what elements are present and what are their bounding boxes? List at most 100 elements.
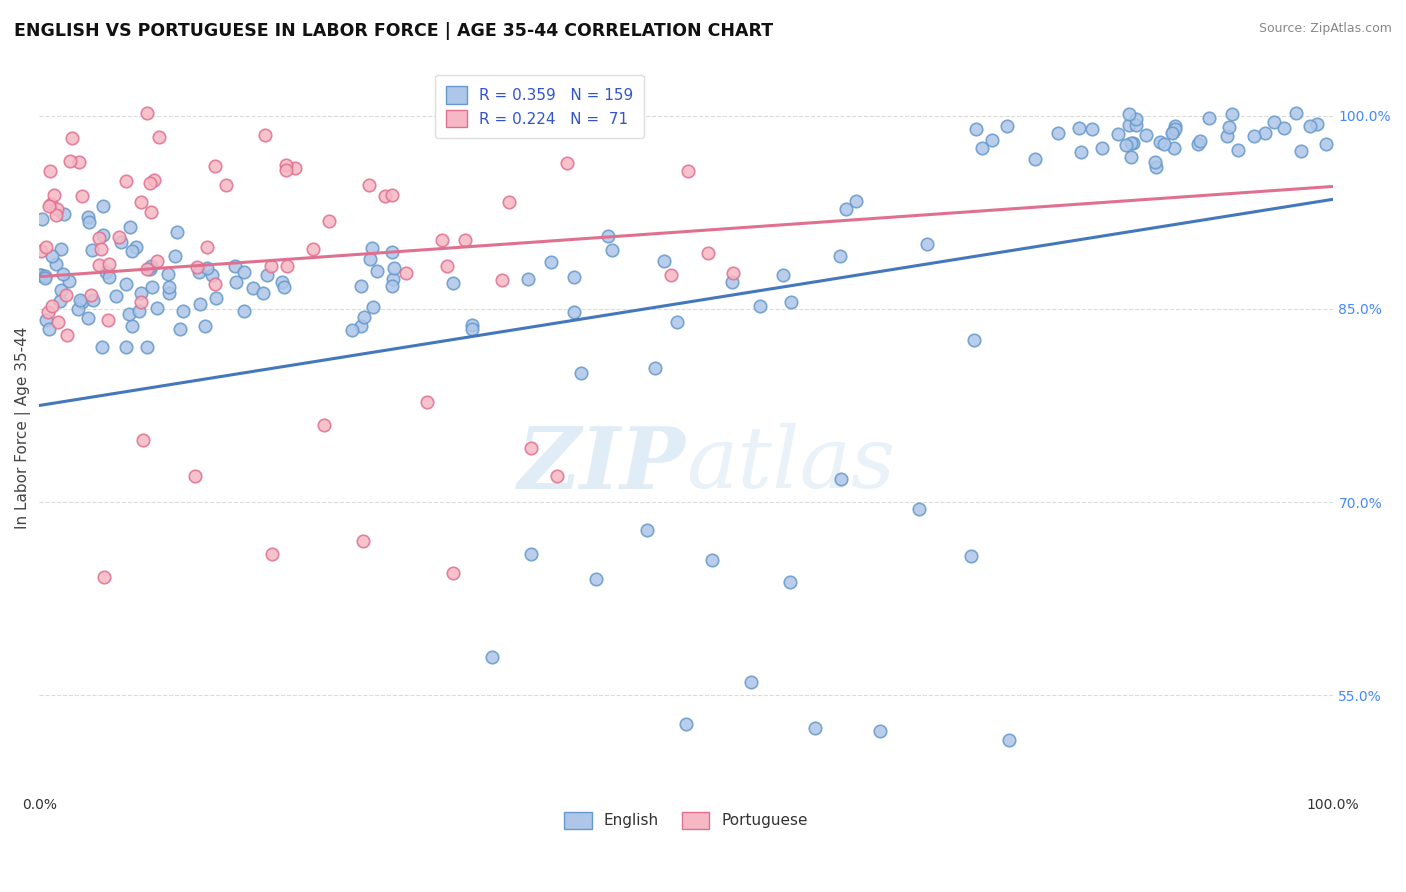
Point [195,260,218,275]
Point [1305,117,1327,131]
Point [454,233,477,247]
Point [94,265,117,279]
Point [1122,136,1144,150]
Point [350,279,373,293]
Point [1187,136,1209,151]
Point [125,240,148,254]
Point [1125,118,1147,132]
Point [87,258,110,272]
Point [45,207,67,221]
Point [1121,150,1143,164]
Point [569,366,592,380]
Point [34,271,56,285]
Point [980,133,1002,147]
Point [302,242,325,256]
Point [381,278,404,293]
Point [748,299,770,313]
Point [169,322,191,336]
Point [204,291,226,305]
Point [115,341,138,355]
Point [995,119,1018,133]
Point [141,280,163,294]
Point [148,130,170,145]
Point [1218,120,1240,135]
Point [97,313,120,327]
Point [39,197,62,211]
Point [121,244,143,259]
Point [53,206,76,220]
Point [194,319,217,334]
Point [430,233,453,247]
Point [835,202,858,217]
Point [67,302,90,317]
Point [201,268,224,283]
Point [233,265,256,279]
Point [114,174,136,188]
Point [128,304,150,318]
Point [1254,126,1277,140]
Point [274,163,297,178]
Point [915,237,938,252]
Point [93,570,115,584]
Point [252,285,274,300]
Point [30,244,52,258]
Point [1189,134,1212,148]
Point [1125,112,1147,127]
Point [129,286,152,301]
Point [98,257,121,271]
Point [30,268,52,283]
Point [675,716,697,731]
Point [461,322,484,336]
Point [517,271,540,285]
Point [55,288,77,302]
Point [779,574,801,589]
Point [520,547,543,561]
Point [110,235,132,250]
Text: ZIP: ZIP [519,423,686,506]
Point [34,240,56,254]
Point [360,241,382,255]
Point [204,277,226,291]
Point [1121,136,1143,151]
Point [52,267,75,281]
Point [1144,160,1167,174]
Point [441,566,464,580]
Point [721,266,744,280]
Point [352,533,374,548]
Point [804,721,827,735]
Point [312,417,335,432]
Point [780,294,803,309]
Point [340,323,363,337]
Point [56,327,79,342]
Point [970,141,993,155]
Point [665,315,688,329]
Point [1291,144,1313,158]
Point [38,321,60,335]
Point [129,295,152,310]
Point [520,441,543,455]
Point [1161,126,1184,140]
Point [70,295,93,310]
Point [59,153,82,168]
Point [381,245,404,260]
Point [1115,137,1137,152]
Point [120,219,142,234]
Point [461,318,484,333]
Point [353,310,375,324]
Point [350,318,373,333]
Point [1153,137,1175,152]
Point [82,293,104,307]
Point [38,199,60,213]
Point [187,264,209,278]
Point [276,260,298,274]
Point [49,294,72,309]
Point [562,305,585,319]
Point [183,469,205,483]
Point [1163,141,1185,155]
Point [1046,126,1069,140]
Point [654,254,676,268]
Point [1216,129,1239,144]
Point [256,268,278,283]
Point [869,724,891,739]
Text: Source: ZipAtlas.com: Source: ZipAtlas.com [1258,22,1392,36]
